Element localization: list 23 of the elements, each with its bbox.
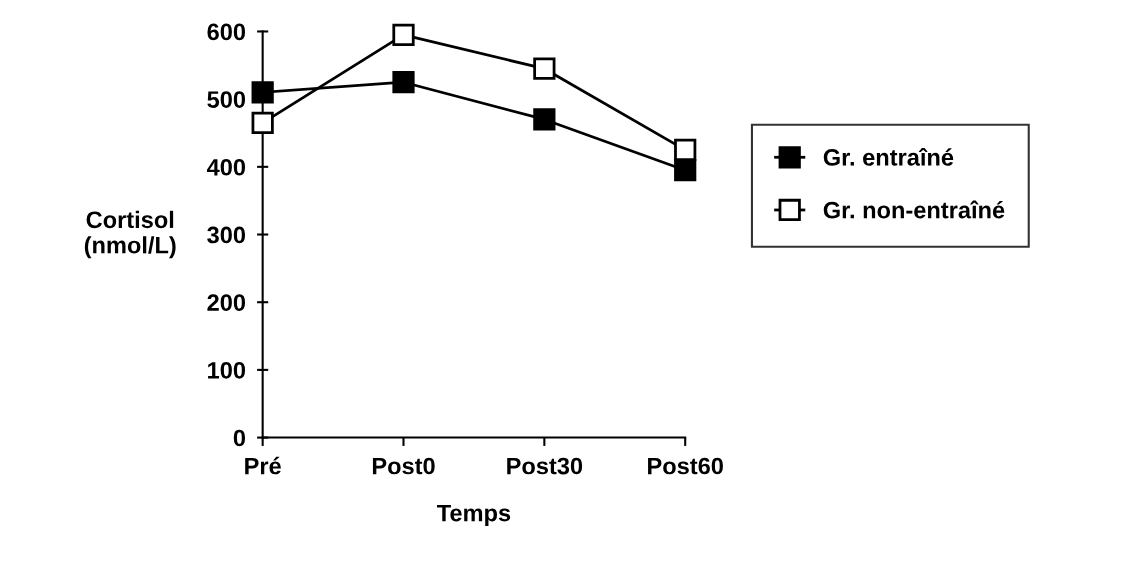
x-tick-label: Post60 [648,457,723,475]
y-tick-label: 500 [207,91,246,108]
legend-label: Gr. entraîné [823,147,954,166]
x-tick-label: Pré [245,456,281,475]
y-axis-title: Cortisol (nmol/L) [84,210,176,259]
x-tick-label: Post30 [507,457,583,475]
y-tick-label: 300 [207,226,246,244]
point [533,108,556,131]
point [674,159,697,182]
point [392,23,415,46]
y-tick-label: 0 [233,429,246,447]
legend-label: Gr. non-entraîné [823,200,1005,219]
point [674,138,697,162]
y-tick-label: 100 [208,361,246,379]
x-tick-label: Post0 [372,457,435,475]
point [533,57,556,80]
y-tick-label: 200 [207,294,246,311]
y-tick-label: 400 [206,158,246,176]
x-axis-title: Temps [437,504,511,527]
point [392,71,415,94]
point [251,81,274,104]
point [251,111,274,134]
y-tick-label: 600 [207,23,246,41]
